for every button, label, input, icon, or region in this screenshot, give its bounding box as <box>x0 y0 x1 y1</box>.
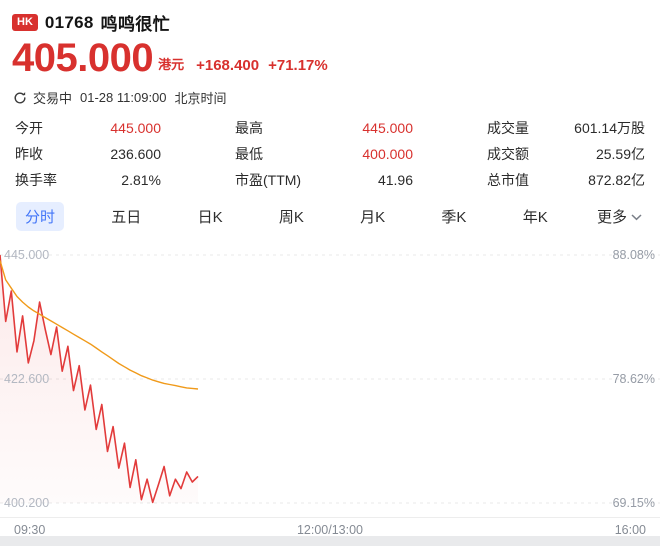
quote-stats: 今开 445.000 昨收 236.600 换手率 2.81% 最高 445.0… <box>0 107 660 189</box>
intraday-chart[interactable]: 445.000 422.600 400.200 88.08% 78.62% 69.15% <box>0 241 660 517</box>
x-axis-time-labels: 09:30 12:00/13:00 16:00 <box>0 517 660 541</box>
price-change: +168.400 <box>196 57 260 74</box>
stat-amount: 成交额 25.59亿 <box>487 146 645 163</box>
stat-value: 400.000 <box>362 146 413 162</box>
stat-value: 25.59亿 <box>595 146 645 162</box>
stat-label: 成交量 <box>487 120 529 136</box>
tab-intraday[interactable]: 分时 <box>16 202 65 231</box>
stat-label: 昨收 <box>15 146 43 162</box>
stat-value: 445.000 <box>362 120 413 136</box>
stats-column-3: 成交量 601.14万股 成交额 25.59亿 总市值 872.82亿 <box>487 120 645 189</box>
stat-turnover-rate: 换手率 2.81% <box>15 172 161 189</box>
stat-open: 今开 445.000 <box>15 120 161 137</box>
tab-more-label: 更多 <box>596 209 627 226</box>
refresh-icon[interactable] <box>13 91 27 105</box>
stat-value: 41.96 <box>377 172 413 188</box>
tab-5day[interactable]: 五日 <box>111 209 142 226</box>
stat-value: 872.82亿 <box>588 172 645 188</box>
timezone-label: 北京时间 <box>174 91 227 106</box>
quote-datetime: 01-28 11:09:00 <box>80 90 167 105</box>
price-change-percent: +71.17% <box>268 57 328 74</box>
time-label-midday: 12:00/13:00 <box>296 523 364 537</box>
stat-high: 最高 445.000 <box>235 120 413 137</box>
currency-label: 港元 <box>158 57 185 72</box>
stat-label: 最低 <box>235 146 263 162</box>
tab-daily[interactable]: 日K <box>197 209 223 226</box>
stat-market-cap: 总市值 872.82亿 <box>487 172 645 189</box>
trading-status: 交易中 <box>33 91 73 106</box>
chevron-down-icon <box>631 208 642 225</box>
stat-label: 最高 <box>235 120 263 136</box>
stat-value: 236.600 <box>110 146 161 162</box>
stat-label: 今开 <box>15 120 43 136</box>
stock-name: 鸣鸣很忙 <box>100 15 170 34</box>
stat-value: 445.000 <box>110 120 161 136</box>
stock-code: 01768 <box>44 12 94 32</box>
current-price: 405.000 <box>12 36 154 80</box>
tab-more[interactable]: 更多 <box>595 202 644 231</box>
tab-weekly[interactable]: 周K <box>278 209 304 226</box>
stats-column-1: 今开 445.000 昨收 236.600 换手率 2.81% <box>15 120 161 189</box>
stat-low: 最低 400.000 <box>235 146 413 163</box>
stat-pe-ttm: 市盈(TTM) 41.96 <box>235 172 413 189</box>
stats-column-2: 最高 445.000 最低 400.000 市盈(TTM) 41.96 <box>235 120 413 189</box>
chart-canvas[interactable] <box>0 241 660 517</box>
tab-quarterly[interactable]: 季K <box>441 209 467 226</box>
stat-label: 总市值 <box>487 172 529 188</box>
stat-label: 成交额 <box>487 146 529 162</box>
status-row: 交易中 01-28 11:09:00 北京时间 <box>0 79 660 107</box>
stat-volume: 成交量 601.14万股 <box>487 120 645 137</box>
chart-period-tabs: 分时 五日 日K 周K 月K 季K 年K 更多 <box>0 189 660 231</box>
stat-label: 市盈(TTM) <box>235 172 302 188</box>
stat-prev-close: 昨收 236.600 <box>15 146 161 163</box>
stat-value: 601.14万股 <box>574 120 645 136</box>
stat-label: 换手率 <box>15 172 57 188</box>
tab-yearly[interactable]: 年K <box>522 209 548 226</box>
tab-monthly[interactable]: 月K <box>360 209 386 226</box>
time-label-close: 16:00 <box>614 523 646 537</box>
time-label-open: 09:30 <box>14 523 46 537</box>
bottom-divider <box>0 536 660 546</box>
market-badge: HK <box>12 13 38 32</box>
stat-value: 2.81% <box>121 172 161 188</box>
price-row: 405.000 港元 +168.400 +71.17% <box>0 35 660 79</box>
stock-header: HK 01768 鸣鸣很忙 <box>0 0 660 35</box>
